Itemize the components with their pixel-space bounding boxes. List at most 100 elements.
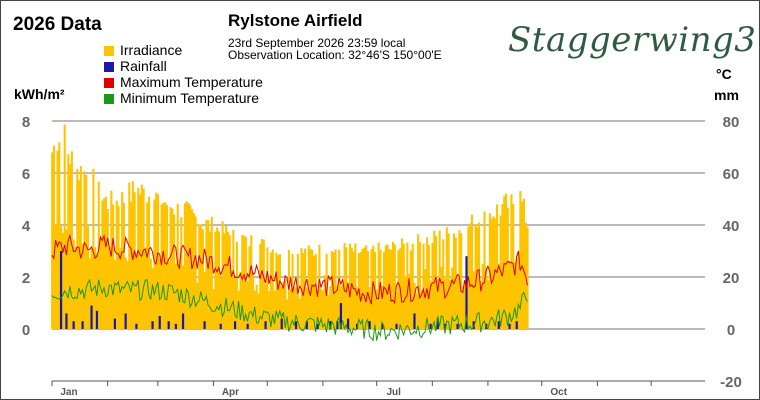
irradiance-bar bbox=[352, 251, 355, 329]
irradiance-bar bbox=[103, 198, 106, 329]
irradiance-bar bbox=[174, 264, 177, 329]
irradiance-bar bbox=[513, 262, 517, 329]
irradiance-bar bbox=[359, 252, 362, 329]
irradiance-bar bbox=[381, 286, 384, 329]
right-tick-label: 0 bbox=[727, 322, 735, 339]
irradiance-bar bbox=[243, 235, 246, 329]
legend-label-max-temp: Maximum Temperature bbox=[120, 74, 263, 90]
irradiance-bar bbox=[286, 299, 289, 329]
irradiance-bar bbox=[526, 227, 529, 329]
irradiance-bar bbox=[185, 201, 188, 329]
irradiance-bar bbox=[51, 152, 54, 329]
irradiance-bar bbox=[106, 209, 109, 329]
irradiance-bar bbox=[304, 248, 307, 329]
rainfall-bar bbox=[381, 323, 384, 329]
rainfall-bar bbox=[413, 313, 416, 329]
legend-swatch-irradiance bbox=[104, 46, 114, 56]
irradiance-bar bbox=[169, 207, 172, 329]
irradiance-bar bbox=[56, 150, 59, 329]
irradiance-bar bbox=[330, 251, 334, 329]
irradiance-bar bbox=[58, 142, 61, 329]
rainfall-bar bbox=[72, 321, 75, 329]
irradiance-bar bbox=[384, 245, 387, 329]
irradiance-bar bbox=[515, 258, 518, 329]
observation-location: Observation Location: 32°46'S 150°00'E bbox=[228, 48, 442, 62]
rainfall-bar bbox=[395, 323, 398, 329]
irradiance-bar bbox=[445, 227, 448, 329]
irradiance-bar bbox=[153, 199, 156, 329]
irradiance-bar bbox=[217, 231, 221, 329]
irradiance-bar bbox=[481, 263, 484, 329]
irradiance-bar bbox=[309, 248, 312, 329]
irradiance-bar bbox=[431, 242, 434, 329]
irradiance-bar bbox=[72, 239, 75, 329]
rainfall-bar bbox=[436, 318, 439, 329]
rainfall-bar bbox=[181, 313, 185, 329]
irradiance-bar bbox=[90, 247, 93, 329]
irradiance-bar bbox=[348, 243, 351, 329]
irradiance-bar bbox=[178, 258, 181, 329]
irradiance-bar bbox=[191, 209, 194, 329]
irradiance-bar bbox=[81, 244, 84, 329]
irradiance-bar bbox=[262, 239, 265, 329]
irradiance-bar bbox=[257, 293, 260, 329]
irradiance-bar bbox=[391, 241, 395, 329]
rainfall-bar bbox=[167, 321, 170, 329]
irradiance-bar bbox=[314, 254, 317, 329]
irradiance-bar bbox=[440, 267, 443, 329]
irradiance-bar bbox=[302, 253, 305, 329]
irradiance-bar bbox=[214, 231, 217, 329]
irradiance-bar bbox=[237, 290, 240, 329]
irradiance-bar bbox=[171, 208, 174, 329]
irradiance-bar bbox=[252, 271, 255, 329]
irradiance-bar bbox=[354, 243, 357, 329]
irradiance-bar bbox=[219, 277, 222, 329]
page-title: 2026 Data bbox=[13, 14, 102, 35]
staggerwing-logo: Staggerwing3 bbox=[508, 20, 757, 60]
legend-rainfall: Rainfall bbox=[104, 58, 167, 74]
rainfall-bar bbox=[203, 321, 206, 329]
irradiance-bar bbox=[413, 282, 416, 329]
irradiance-bar bbox=[208, 231, 212, 329]
irradiance-bar bbox=[503, 196, 506, 329]
irradiance-bar bbox=[86, 226, 90, 329]
right-tick-label: 40 bbox=[723, 218, 740, 235]
irradiance-bar bbox=[241, 235, 244, 329]
irradiance-bar bbox=[78, 180, 81, 329]
irradiance-bar bbox=[447, 233, 450, 329]
irradiance-bar bbox=[149, 258, 152, 329]
irradiance-bar bbox=[345, 247, 348, 329]
irradiance-bar bbox=[268, 291, 271, 329]
irradiance-bar bbox=[180, 217, 183, 329]
rainfall-bar bbox=[90, 305, 93, 329]
irradiance-bar bbox=[449, 279, 452, 329]
irradiance-bar bbox=[112, 204, 115, 329]
irradiance-bar bbox=[264, 284, 267, 329]
rainfall-bar bbox=[305, 321, 308, 329]
legend-irradiance: Irradiance bbox=[104, 42, 182, 58]
irradiance-bar bbox=[198, 224, 201, 329]
irradiance-bar bbox=[146, 202, 149, 329]
irradiance-bar bbox=[63, 124, 66, 329]
irradiance-bar bbox=[400, 238, 404, 329]
irradiance-bar bbox=[164, 202, 167, 329]
irradiance-bar bbox=[228, 235, 231, 329]
irradiance-bar bbox=[347, 286, 350, 329]
irradiance-bar bbox=[225, 225, 228, 329]
irradiance-bar bbox=[278, 254, 282, 329]
irradiance-bar bbox=[404, 276, 407, 329]
irradiance-bar bbox=[320, 288, 323, 329]
irradiance-bar bbox=[133, 192, 136, 329]
station-name: Rylstone Airfield bbox=[228, 11, 363, 30]
irradiance-bar bbox=[176, 203, 179, 329]
irradiance-bar bbox=[402, 243, 405, 329]
month-label-apr: Apr bbox=[222, 387, 239, 398]
left-tick-label: 2 bbox=[22, 270, 30, 287]
legend-swatch-max-temp bbox=[104, 78, 114, 88]
legend-label-min-temp: Minimum Temperature bbox=[120, 90, 260, 106]
min-temperature-line bbox=[51, 278, 528, 342]
irradiance-bar bbox=[370, 249, 373, 329]
irradiance-bar bbox=[108, 247, 111, 329]
right-axis-unit-rain: mm bbox=[714, 87, 739, 103]
irradiance-bar bbox=[424, 269, 427, 329]
